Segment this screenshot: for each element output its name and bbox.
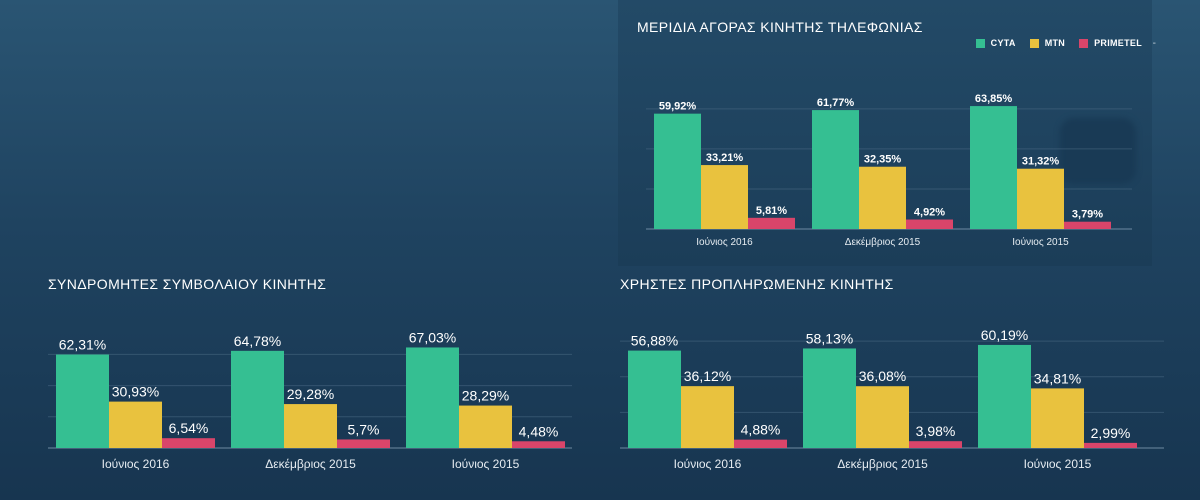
category-label: Ιούνιος 2015 [1012,236,1069,248]
legend-label-primetel: PRIMETEL [1094,38,1142,48]
data-label-cyta: 58,13% [806,330,853,346]
bar-primetel[interactable] [748,217,795,229]
data-label-primetel: 4,92% [914,207,945,219]
bar-plot: 56,88% 36,12% 4,88% Ιούνιος 2016 58,13% 36,08… [620,327,1164,471]
data-label-primetel: 5,7% [348,421,380,437]
bar-primetel[interactable] [337,439,390,448]
data-label-cyta: 60,19% [981,327,1028,343]
bar-mtn[interactable] [681,386,734,448]
bar-mtn[interactable] [459,405,512,448]
category-label: Δεκέμβριος 2015 [837,457,928,471]
bar-cyta[interactable] [654,113,701,229]
data-label-mtn: 31,32% [1022,156,1060,168]
legend-item-mtn[interactable]: MTN [1029,38,1066,48]
chart-title: ΜΕΡΙΔΙΑ ΑΓΟΡΑΣ ΚΙΝΗΤΗΣ ΤΗΛΕΦΩΝΙΑΣ [637,19,923,35]
legend-item-cyta[interactable]: CYTA [975,38,1016,48]
data-label-primetel: 4,88% [741,422,781,438]
data-label-cyta: 56,88% [631,333,678,349]
data-label-mtn: 36,08% [859,368,906,384]
legend-swatch-cyta [975,38,985,48]
data-label-mtn: 28,29% [462,388,509,404]
data-label-mtn: 33,21% [706,152,744,164]
data-label-cyta: 63,85% [975,93,1013,105]
category-label: Ιούνιος 2016 [696,236,753,248]
data-label-primetel: 5,81% [756,205,787,217]
category-label: Δεκέμβριος 2015 [845,236,921,248]
data-label-mtn: 32,35% [864,154,902,166]
data-label-primetel: 3,79% [1072,209,1103,221]
legend-item-primetel[interactable]: PRIMETEL [1079,38,1142,48]
blurred-area [1060,118,1136,184]
data-label-cyta: 67,03% [409,329,456,345]
legend-label-mtn: MTN [1044,38,1066,48]
chart-title: ΣΥΝΔΡΟΜΗΤΕΣ ΣΥΜΒΟΛΑΙΟΥ ΚΙΝΗΤΗΣ [48,276,327,292]
bar-mtn[interactable] [109,401,162,448]
bar-primetel[interactable] [734,439,787,448]
bar-cyta[interactable] [231,350,284,448]
bar-primetel[interactable] [1084,442,1137,448]
bar-primetel[interactable] [909,441,962,448]
data-label-mtn: 30,93% [112,384,159,400]
legend-swatch-primetel [1079,38,1089,48]
category-label: Δεκέμβριος 2015 [265,457,356,471]
category-label: Ιούνιος 2015 [452,457,520,471]
legend-label-cyta: CYTA [990,38,1016,48]
legend-dash-mark: - [1152,38,1156,49]
bar-mtn[interactable] [1017,168,1064,229]
market-share-chart: ΜΕΡΙΔΙΑ ΑΓΟΡΑΣ ΚΙΝΗΤΗΣ ΤΗΛΕΦΩΝΙΑΣ CYTA M… [618,0,1156,266]
data-label-cyta: 59,92% [659,101,697,113]
chart-title: ΧΡΗΣΤΕΣ ΠΡΟΠΛΗΡΩΜΕΝΗΣ ΚΙΝΗΤΗΣ [620,276,894,292]
bar-cyta[interactable] [803,348,856,448]
bar-primetel[interactable] [512,441,565,448]
category-label: Ιούνιος 2016 [102,457,170,471]
bar-primetel[interactable] [162,438,215,448]
bar-cyta[interactable] [978,344,1031,448]
bar-mtn[interactable] [284,404,337,448]
category-label: Ιούνιος 2016 [674,457,742,471]
bar-plot: 59,92% 33,21% 5,81% Ιούνιος 2016 61,77% 32,35… [646,93,1132,248]
data-label-primetel: 2,99% [1091,425,1131,441]
bar-primetel[interactable] [906,219,953,229]
bar-primetel[interactable] [1064,221,1111,229]
bar-cyta[interactable] [970,106,1017,229]
data-label-primetel: 6,54% [169,420,209,436]
bar-cyta[interactable] [406,347,459,448]
data-label-cyta: 64,78% [234,333,281,349]
data-label-cyta: 62,31% [59,337,106,353]
bar-mtn[interactable] [859,166,906,229]
data-label-mtn: 36,12% [684,368,731,384]
data-label-mtn: 34,81% [1034,370,1081,386]
bar-mtn[interactable] [1031,388,1084,448]
prepaid-users-chart: ΧΡΗΣΤΕΣ ΠΡΟΠΛΗΡΩΜΕΝΗΣ ΚΙΝΗΤΗΣ 56,88% 36,1… [612,268,1172,500]
legend-swatch-mtn [1029,38,1039,48]
data-label-primetel: 3,98% [916,423,956,439]
data-label-mtn: 29,28% [287,386,334,402]
data-label-cyta: 61,77% [817,97,855,109]
chart-legend: CYTA MTN PRIMETEL [975,38,1142,48]
category-label: Ιούνιος 2015 [1024,457,1092,471]
bar-cyta[interactable] [628,350,681,448]
data-label-primetel: 4,48% [519,423,559,439]
contract-subscribers-chart: ΣΥΝΔΡΟΜΗΤΕΣ ΣΥΜΒΟΛΑΙΟΥ ΚΙΝΗΤΗΣ 62,31% 30,… [40,268,580,500]
bar-plot: 62,31% 30,93% 6,54% Ιούνιος 2016 64,78% 29,28… [48,329,572,471]
bar-cyta[interactable] [812,110,859,229]
bar-mtn[interactable] [856,386,909,448]
bar-cyta[interactable] [56,354,109,448]
bar-mtn[interactable] [701,165,748,229]
